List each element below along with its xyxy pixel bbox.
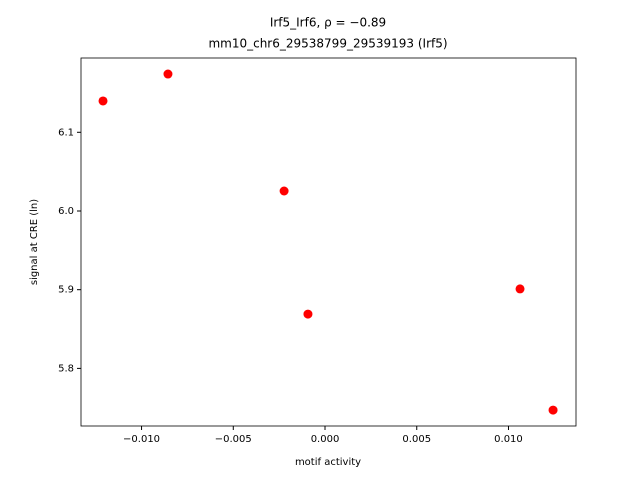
chart-title: Irf5_Irf6, ρ = −0.89 — [270, 16, 386, 30]
y-tick-label: 5.9 — [58, 285, 74, 296]
chart-subtitle: mm10_chr6_29538799_29539193 (Irf5) — [208, 37, 447, 51]
y-axis-label: signal at CRE (ln) — [29, 199, 40, 285]
y-tick-label: 5.8 — [58, 363, 74, 374]
y-tick-label: 6.0 — [58, 206, 74, 217]
y-tick-label: 6.1 — [58, 127, 74, 138]
x-tick-label: −0.005 — [215, 434, 252, 445]
plot-frame — [80, 57, 577, 427]
point — [515, 284, 525, 294]
x-tick-label: −0.010 — [123, 434, 160, 445]
point — [548, 405, 558, 415]
x-tick-label: 0.010 — [494, 434, 523, 445]
x-tick-label: 0.005 — [402, 434, 431, 445]
point — [303, 309, 313, 319]
point — [98, 96, 108, 106]
point — [279, 186, 289, 196]
x-axis-label: motif activity — [295, 457, 361, 468]
x-tick-label: 0.000 — [311, 434, 340, 445]
point — [163, 69, 173, 79]
